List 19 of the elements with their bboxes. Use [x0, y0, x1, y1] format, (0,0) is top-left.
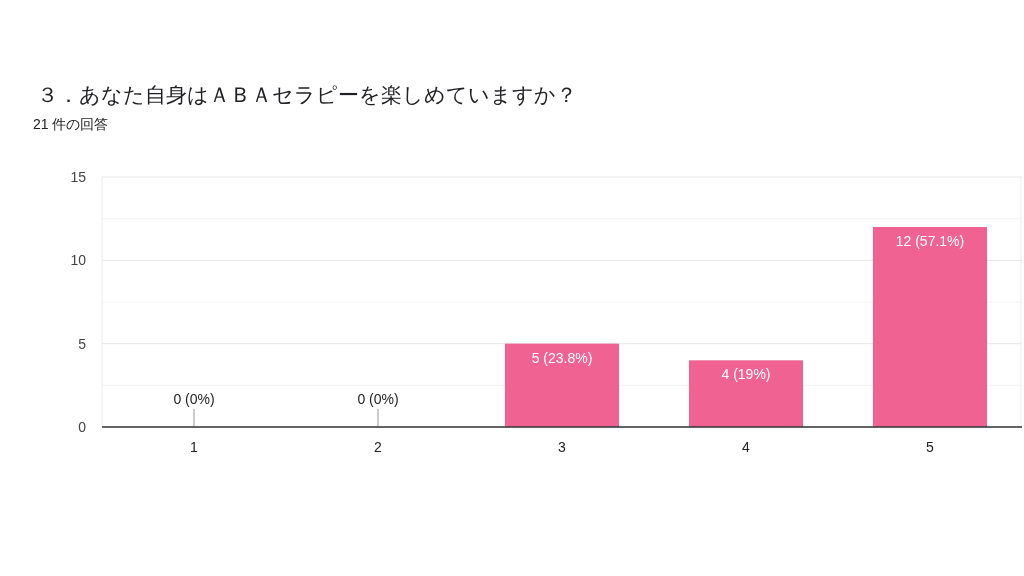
data-label: 5 (23.8%) [531, 349, 593, 366]
y-tick-label: 0 [78, 418, 87, 435]
x-tick-label: 4 [742, 439, 751, 455]
data-label: 0 (0%) [357, 391, 399, 407]
x-tick-label: 5 [926, 439, 935, 455]
chart-title: ３．あなた自身はＡＢＡセラピーを楽しめていますか？ [37, 83, 577, 106]
bar [504, 343, 620, 427]
y-tick-label: 15 [70, 168, 87, 185]
data-label: 12 (57.1%) [895, 233, 965, 249]
x-tick-label: 2 [374, 439, 383, 455]
y-tick-label: 5 [78, 335, 87, 352]
y-tick-label: 10 [70, 252, 87, 269]
chart-subtitle: 21 件の回答 [33, 116, 109, 132]
bar [688, 360, 804, 427]
bar [872, 227, 988, 427]
data-label: 4 (19%) [721, 366, 771, 383]
x-tick-label: 1 [190, 439, 199, 455]
x-tick-label: 3 [558, 439, 567, 455]
data-label: 0 (0%) [173, 391, 215, 407]
